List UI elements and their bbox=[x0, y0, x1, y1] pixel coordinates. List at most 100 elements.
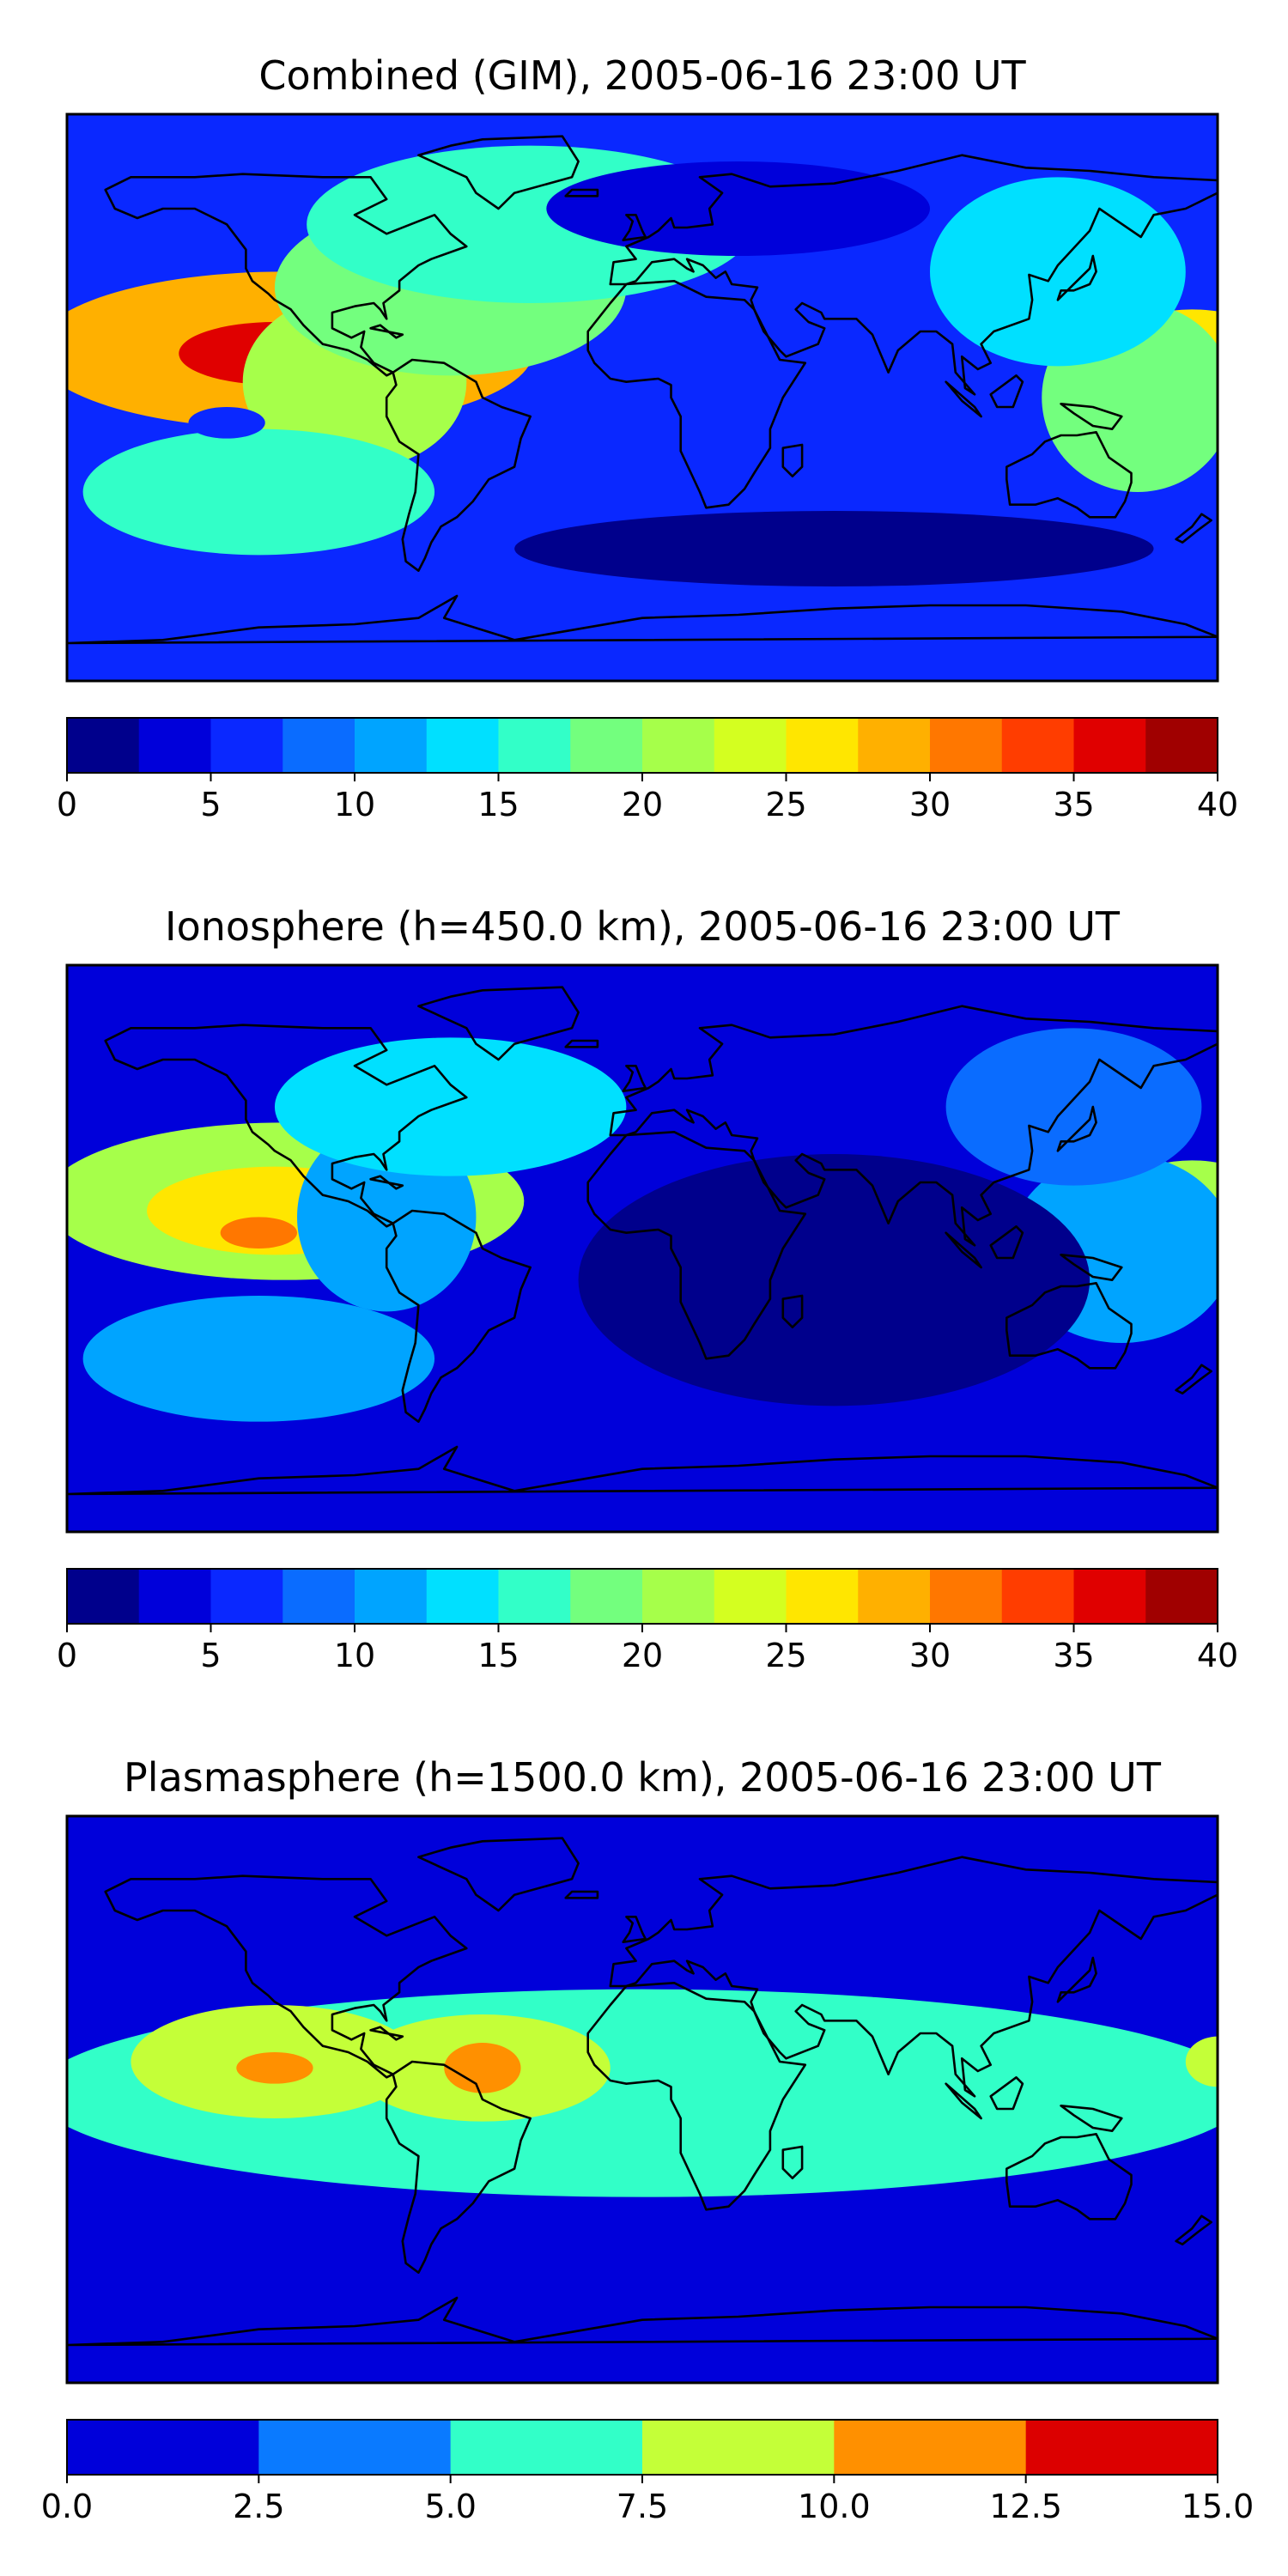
coastline bbox=[609, 1856, 1218, 2098]
map-frame bbox=[65, 963, 1219, 1534]
colorbar-tick-label: 15 bbox=[477, 786, 519, 823]
contour-region bbox=[514, 511, 1154, 586]
coastline bbox=[1056, 1105, 1097, 1152]
panel-title: Plasmasphere (h=1500.0 km), 2005-06-16 2… bbox=[124, 1754, 1162, 1801]
colorbar: 0.0 2.5 5.0 7.5 10.0 12.5 15.0 bbox=[41, 2419, 1254, 2525]
colorbar-segment bbox=[138, 1569, 211, 1624]
colorbar-tick-label: 12.5 bbox=[989, 2488, 1062, 2525]
colorbar-segment bbox=[642, 1569, 715, 1624]
panel-combined: Combined (GIM), 2005-06-16 23:00 UT 0 5 10… bbox=[57, 52, 1238, 823]
coastline bbox=[369, 1175, 404, 1190]
colorbar-tick-label: 7.5 bbox=[617, 2488, 668, 2525]
colorbar-segment bbox=[1145, 718, 1218, 773]
colorbar-tick-label: 10 bbox=[334, 786, 375, 823]
coastline bbox=[564, 1890, 599, 1899]
colorbar-segment bbox=[834, 2420, 1027, 2475]
coastline bbox=[781, 443, 804, 478]
panel-ionosphere: Ionosphere (h=450.0 km), 2005-06-16 23:0… bbox=[57, 903, 1238, 1674]
colorbar-segment bbox=[930, 718, 1003, 773]
colorbar-segment bbox=[498, 1569, 571, 1624]
colorbar-segment bbox=[498, 718, 571, 773]
map-frame bbox=[65, 112, 1219, 683]
coastline bbox=[564, 1039, 599, 1048]
colorbar-segment bbox=[1073, 1569, 1146, 1624]
colorbar-segment bbox=[930, 1569, 1003, 1624]
colorbar-tick-label: 5 bbox=[200, 786, 221, 823]
colorbar-segment bbox=[258, 2420, 452, 2475]
contour-region bbox=[945, 1028, 1202, 1186]
coastline bbox=[417, 1837, 580, 1912]
colorbar-tick-label: 25 bbox=[765, 786, 806, 823]
colorbar-segment bbox=[67, 718, 140, 773]
colorbar-tick-label: 0 bbox=[57, 1637, 77, 1674]
coastline bbox=[1175, 2215, 1212, 2245]
coastline bbox=[622, 1065, 647, 1092]
colorbar-segment bbox=[1001, 1569, 1074, 1624]
panel-title: Ionosphere (h=450.0 km), 2005-06-16 23:0… bbox=[165, 903, 1121, 950]
colorbar-segment bbox=[283, 718, 355, 773]
contour-region bbox=[82, 1296, 435, 1422]
colorbar-segment bbox=[210, 718, 283, 773]
colorbar-tick-label: 40 bbox=[1197, 786, 1238, 823]
contour-region bbox=[179, 2187, 256, 2232]
coastline bbox=[67, 1445, 1218, 1496]
coastlines bbox=[67, 986, 1218, 1496]
coastline bbox=[1005, 1282, 1133, 1370]
coastline bbox=[586, 1982, 807, 2211]
map-field bbox=[67, 965, 1218, 1532]
contour-region bbox=[578, 1154, 1091, 1406]
map-field bbox=[67, 114, 1218, 681]
colorbar-segment bbox=[210, 1569, 283, 1624]
coastline bbox=[1005, 2133, 1133, 2221]
coastline bbox=[609, 154, 1218, 396]
coastline bbox=[1060, 402, 1123, 431]
colorbar-segment bbox=[355, 1569, 428, 1624]
coastline bbox=[989, 2076, 1024, 2111]
colorbar-tick-label: 10.0 bbox=[798, 2488, 871, 2525]
colorbar-tick-label: 40 bbox=[1197, 1637, 1238, 1674]
coastline bbox=[67, 594, 1218, 645]
colorbar-segment bbox=[67, 1569, 140, 1624]
colorbar: 0 5 10 15 20 25 30 35 40 bbox=[57, 717, 1238, 823]
colorbar-tick-label: 35 bbox=[1053, 786, 1094, 823]
coastline bbox=[622, 214, 647, 242]
coastline bbox=[622, 1916, 647, 1943]
contour-region bbox=[236, 2052, 313, 2084]
coastlines bbox=[67, 1837, 1218, 2347]
coastlines bbox=[67, 135, 1218, 645]
coastline bbox=[369, 2026, 404, 2041]
coastline bbox=[945, 2082, 982, 2120]
colorbar-segment bbox=[786, 718, 859, 773]
colorbar-segment bbox=[570, 718, 643, 773]
coastline bbox=[1056, 1956, 1097, 2003]
contour-region bbox=[188, 407, 265, 439]
colorbar-segment bbox=[1145, 1569, 1218, 1624]
colorbar-tick-label: 10 bbox=[334, 1637, 375, 1674]
coastline bbox=[1175, 513, 1212, 544]
colorbar-tick-label: 2.5 bbox=[233, 2488, 284, 2525]
colorbar-segment bbox=[426, 1569, 499, 1624]
coastline bbox=[104, 1874, 468, 2079]
colorbar-segment bbox=[1025, 2420, 1218, 2475]
contour-region bbox=[930, 177, 1186, 367]
coastline bbox=[369, 324, 404, 339]
colorbar-tick-label: 20 bbox=[622, 1637, 663, 1674]
colorbar-tick-label: 5 bbox=[200, 1637, 221, 1674]
coastline bbox=[385, 2060, 532, 2274]
contour-region bbox=[274, 1037, 627, 1176]
colorbar-tick-label: 30 bbox=[909, 786, 951, 823]
coastline bbox=[609, 1005, 1218, 1247]
coastline bbox=[417, 986, 580, 1061]
contour-region bbox=[1185, 2036, 1218, 2087]
coastline bbox=[417, 135, 580, 210]
colorbar-tick-label: 0.0 bbox=[41, 2488, 93, 2525]
colorbar-segment bbox=[858, 718, 931, 773]
coastline bbox=[1056, 254, 1097, 301]
colorbar-segment bbox=[426, 718, 499, 773]
colorbar-segment bbox=[570, 1569, 643, 1624]
coastline bbox=[989, 374, 1024, 409]
colorbar-segment bbox=[138, 718, 211, 773]
contour-region bbox=[444, 2043, 521, 2093]
colorbar-tick-label: 20 bbox=[622, 786, 663, 823]
colorbar-segment bbox=[450, 2420, 643, 2475]
